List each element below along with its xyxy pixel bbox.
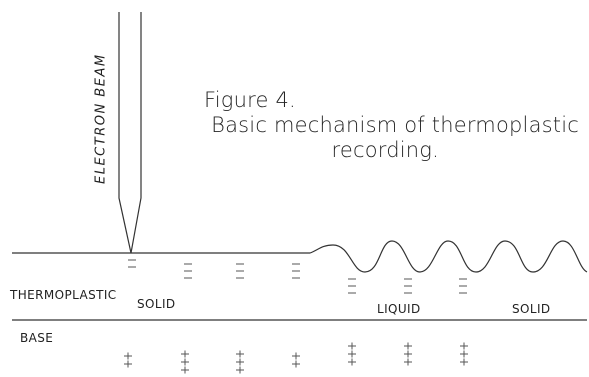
liquid-region-label: LIQUID [377,302,421,316]
base-layer-label: BASE [20,331,54,345]
electron-beam-outline [118,12,142,254]
figure-caption: Figure 4. Basic mechanism of thermoplast… [198,88,583,163]
thermoplastic-surface [12,240,588,273]
solid-region-left-label: SOLID [137,297,176,311]
figure-number: Figure 4. [204,88,296,112]
thermoplastic-layer-label: THERMOPLASTIC [10,288,117,302]
solid-region-right-label: SOLID [512,302,551,316]
caption-line-1: Basic mechanism of thermoplastic [211,113,579,137]
charge-marks [124,259,468,374]
caption-line-2: recording. [331,138,439,162]
electron-beam-label: ELECTRON BEAM [93,53,109,184]
